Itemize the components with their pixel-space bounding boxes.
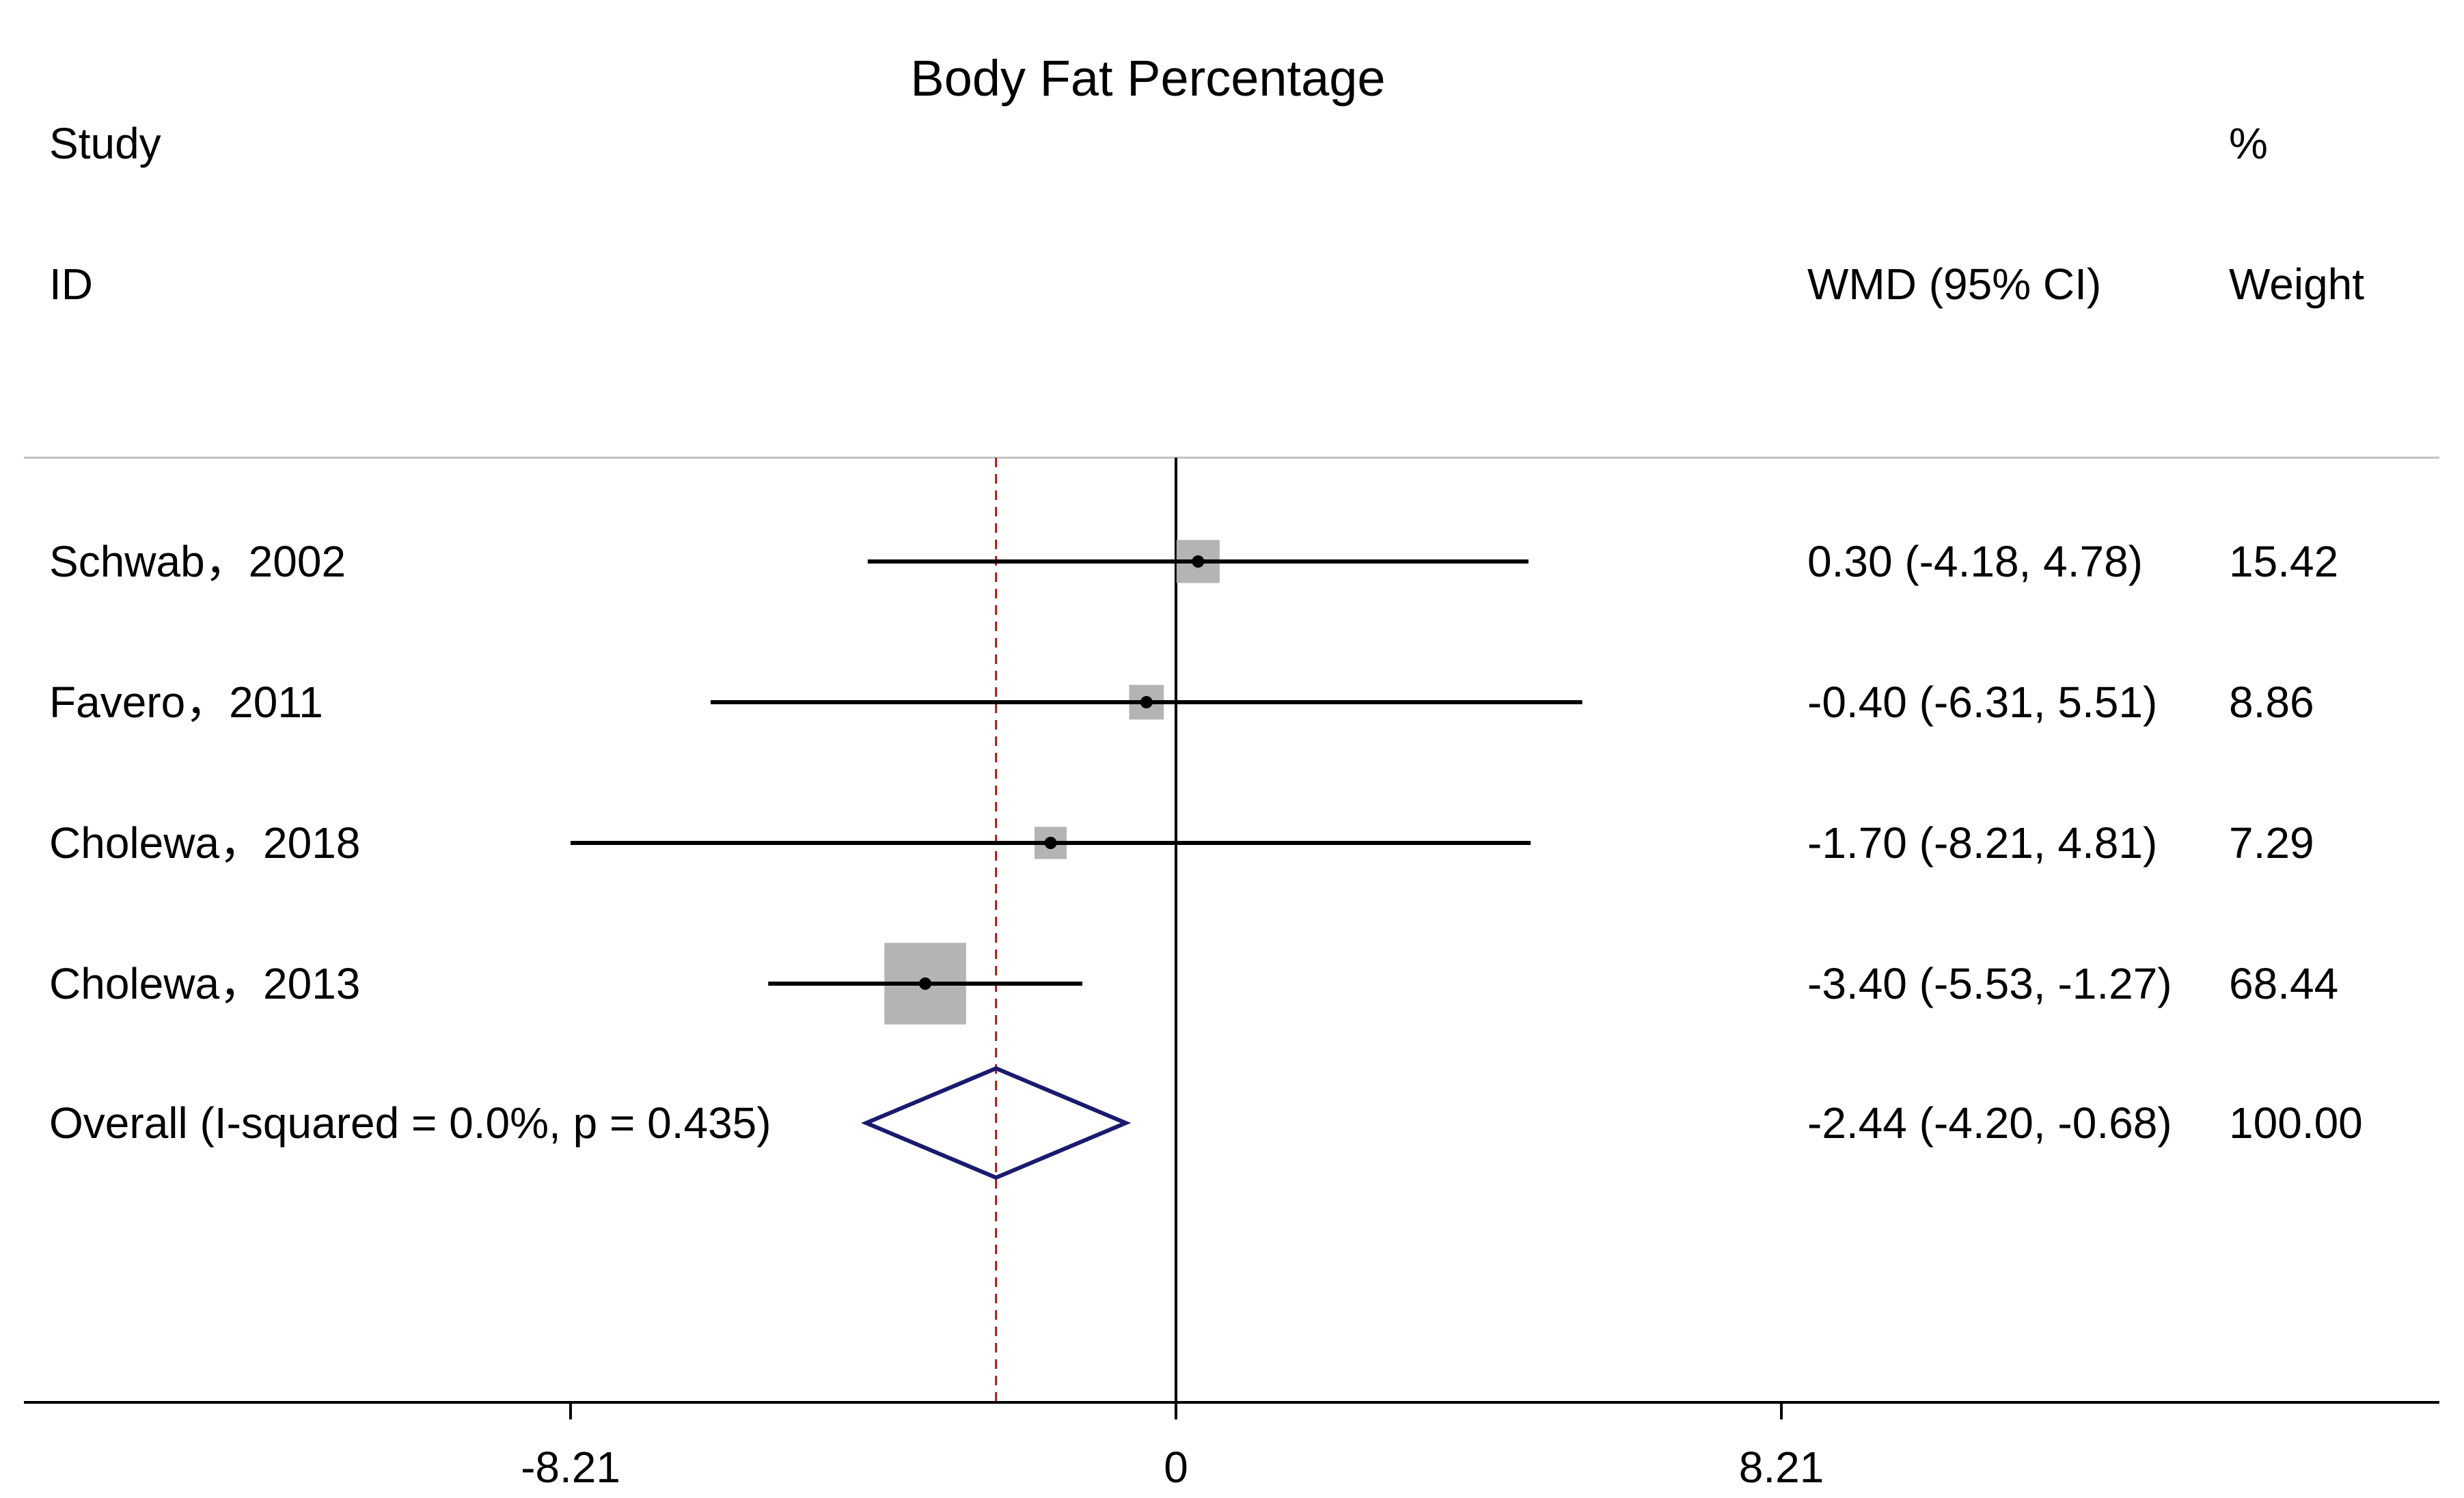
- x-tick-label: 8.21: [1739, 1443, 1824, 1492]
- study-row: Favero，2011 -0.40 (-6.31, 5.51) 8.86: [49, 678, 2314, 727]
- point-estimate: [919, 977, 932, 990]
- point-estimate: [1140, 696, 1153, 708]
- study-label: Schwab，2002: [49, 537, 346, 586]
- header-id: ID: [49, 260, 93, 309]
- study-weight-text: 8.86: [2229, 678, 2314, 727]
- study-label: Favero，2011: [49, 678, 323, 727]
- study-label: Cholewa，2018: [49, 818, 360, 868]
- overall-weight-text: 100.00: [2229, 1098, 2363, 1148]
- study-row: Cholewa，2018 -1.70 (-8.21, 4.81) 7.29: [49, 818, 2314, 868]
- study-ci-text: -3.40 (-5.53, -1.27): [1807, 959, 2172, 1008]
- header-percent: %: [2229, 119, 2268, 168]
- point-estimate: [1044, 837, 1057, 849]
- overall-ci-text: -2.44 (-4.20, -0.68): [1807, 1098, 2172, 1148]
- x-tick-label: -8.21: [521, 1443, 620, 1492]
- study-ci-text: -1.70 (-8.21, 4.81): [1807, 818, 2157, 868]
- study-weight-text: 7.29: [2229, 818, 2314, 868]
- overall-label: Overall (I-squared = 0.0%, p = 0.435): [49, 1098, 771, 1148]
- study-row: Schwab，2002 0.30 (-4.18, 4.78) 15.42: [49, 537, 2338, 586]
- study-weight-text: 68.44: [2229, 959, 2338, 1008]
- chart-title: Body Fat Percentage: [910, 50, 1385, 107]
- x-tick-label: 0: [1164, 1443, 1188, 1492]
- header-effect: WMD (95% CI): [1807, 260, 2101, 309]
- study-label: Cholewa，2013: [49, 959, 360, 1008]
- header-weight: Weight: [2229, 260, 2364, 309]
- overall-diamond: [861, 1066, 1132, 1180]
- study-ci-text: 0.30 (-4.18, 4.78): [1807, 537, 2143, 586]
- study-ci-text: -0.40 (-6.31, 5.51): [1807, 678, 2157, 727]
- point-estimate: [1192, 555, 1205, 568]
- study-row: Cholewa，2013 -3.40 (-5.53, -1.27) 68.44: [49, 943, 2338, 1025]
- header-study: Study: [49, 119, 161, 168]
- study-weight-text: 15.42: [2229, 537, 2338, 586]
